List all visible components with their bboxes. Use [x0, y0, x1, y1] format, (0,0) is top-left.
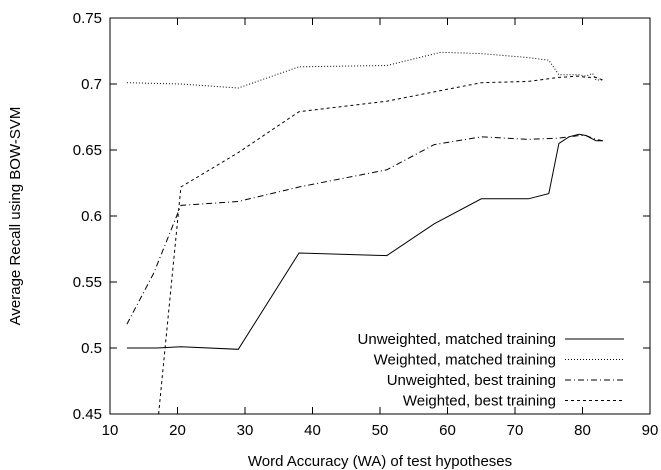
series-line-0: [126, 133, 603, 350]
y-tick-label: 0.65: [73, 142, 102, 159]
series-line-1: [126, 51, 603, 89]
y-tick-label: 0.5: [81, 340, 102, 357]
x-tick-label: 10: [102, 422, 119, 439]
x-tick-label: 50: [372, 422, 389, 439]
legend-label-2: Unweighted, best training: [387, 372, 556, 389]
ticks-layer: 10 20 30 40 50 60 70 80 90 0.45 0.5 0.55 0.6 0.65 0.7 0…: [73, 10, 659, 439]
y-tick-label: 0.75: [73, 10, 102, 27]
x-tick-label: 30: [237, 422, 254, 439]
series-layer: [126, 51, 603, 414]
series-line-3: [158, 75, 603, 414]
legend-label-3: Weighted, best training: [403, 393, 556, 410]
legend-label-0: Unweighted, matched training: [358, 331, 556, 348]
x-tick-label: 60: [439, 422, 456, 439]
y-tick-label: 0.6: [81, 208, 102, 225]
series-line-2: [126, 135, 603, 325]
x-tick-label: 80: [574, 422, 591, 439]
legend-label-1: Weighted, matched training: [374, 352, 556, 369]
legend: Unweighted, matched training Weighted, ma…: [358, 331, 624, 410]
y-axis-label: Average Recall using BOW-SVM: [7, 107, 24, 326]
y-tick-label: 0.55: [73, 274, 102, 291]
y-tick-label: 0.45: [73, 406, 102, 423]
x-tick-label: 90: [642, 422, 659, 439]
x-tick-label: 40: [304, 422, 321, 439]
y-tick-label: 0.7: [81, 76, 102, 93]
x-axis-label: Word Accuracy (WA) of test hypotheses: [248, 453, 512, 470]
x-tick-label: 20: [169, 422, 186, 439]
x-tick-label: 70: [507, 422, 524, 439]
